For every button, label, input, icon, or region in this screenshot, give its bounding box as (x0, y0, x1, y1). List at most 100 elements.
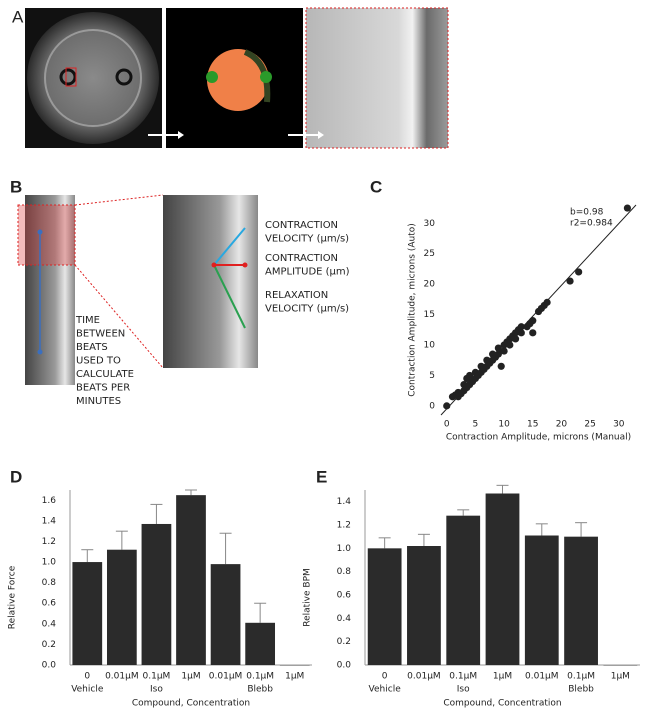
bar (141, 523, 172, 665)
bar (407, 546, 441, 665)
annotation: r2=0.984 (570, 219, 613, 229)
y-tick-label: 0 (429, 401, 435, 411)
post (59, 68, 77, 86)
panel-a (25, 7, 449, 149)
y-tick-label: 25 (424, 249, 435, 259)
dish (27, 12, 159, 144)
group-label: Blebb (568, 685, 594, 695)
y-axis-label: Relative BPM (303, 568, 313, 627)
y-tick-label: 1.4 (337, 497, 352, 507)
zoom-box (17, 204, 76, 266)
x-tick-label: 0.01µM (525, 672, 559, 682)
zoom-image (305, 7, 449, 149)
point (443, 402, 451, 410)
group-label: Iso (150, 685, 163, 695)
bar (564, 536, 598, 665)
dish-ring (44, 29, 142, 127)
x-tick-label: 0 (84, 672, 90, 682)
annotation: BETWEEN (76, 329, 125, 340)
x-tick-label: 0.1µM (567, 672, 595, 682)
x-tick-label: 25 (584, 420, 595, 430)
point (517, 329, 525, 337)
group-label: Iso (457, 685, 470, 695)
point (211, 262, 217, 268)
point (500, 347, 508, 355)
bar (279, 665, 310, 666)
point (543, 298, 551, 306)
contraction-line (213, 227, 246, 266)
x-axis-label: Compound, Concentration (132, 699, 250, 709)
x-tick-label: 5 (473, 420, 479, 430)
x-tick-label: 20 (556, 420, 568, 430)
arrow-head (178, 131, 184, 139)
point (497, 362, 505, 370)
point (566, 277, 574, 285)
bar (367, 548, 402, 665)
y-axis-label: Relative Force (8, 565, 18, 629)
y-tick-label: 1.2 (337, 521, 351, 531)
point (506, 341, 514, 349)
panel-label: A (12, 7, 24, 26)
bar (485, 493, 520, 665)
point (517, 323, 525, 331)
panel-label: D (10, 467, 22, 486)
x-tick-label: 0.1µM (143, 672, 171, 682)
tissue-mask (207, 49, 269, 111)
x-tick-label: 30 (613, 420, 625, 430)
y-tick-label: 0.2 (337, 637, 351, 647)
annotation: TIME (75, 315, 100, 326)
point (511, 335, 520, 343)
post-mask (206, 71, 218, 83)
y-tick-label: 0.0 (337, 661, 352, 671)
beat-point (37, 229, 43, 235)
y-tick-label: 5 (429, 371, 435, 381)
y-tick-label: 0.2 (42, 640, 56, 650)
point (623, 204, 631, 212)
y-tick-label: 20 (424, 280, 436, 290)
arrow-head (318, 131, 324, 139)
y-tick-label: 0.0 (42, 661, 57, 671)
y-tick-label: 0.8 (42, 578, 57, 588)
y-tick-label: 0.6 (337, 591, 352, 601)
y-tick-label: 0.4 (337, 614, 352, 624)
annotation: b=0.98 (570, 208, 604, 218)
bar (524, 535, 559, 665)
x-tick-label: 0 (382, 672, 388, 682)
x-tick-label: 0.01µM (407, 672, 441, 682)
x-axis-label: Contraction Amplitude, microns (Manual) (446, 433, 631, 443)
group-label: Blebb (247, 685, 273, 695)
point (529, 317, 537, 325)
post (115, 68, 133, 86)
point (494, 350, 502, 358)
kymograph-zoom (163, 195, 258, 368)
x-tick-label: 0 (444, 420, 450, 430)
point (529, 329, 537, 337)
annotation: BEATS PER (76, 383, 130, 394)
mask-edge (243, 49, 271, 103)
y-tick-label: 15 (424, 310, 435, 320)
panel-label: C (370, 177, 382, 196)
y-tick-label: 0.6 (42, 599, 57, 609)
y-axis-label: Contraction Amplitude, microns (Auto) (408, 223, 418, 397)
annotation: MINUTES (76, 396, 121, 407)
point (466, 371, 474, 380)
y-tick-label: 1.2 (42, 537, 56, 547)
annotation: CONTRACTION (265, 253, 338, 264)
x-tick-label: 0.1µM (246, 672, 274, 682)
annotation: VELOCITY (µm/s) (265, 234, 349, 245)
y-tick-label: 30 (424, 219, 436, 229)
annotation: CALCULATE (76, 369, 134, 380)
y-tick-label: 1.6 (42, 496, 57, 506)
y-tick-label: 0.8 (337, 567, 352, 577)
annotation: USED TO (76, 356, 121, 367)
x-tick-label: 0.01µM (209, 672, 243, 682)
point (575, 268, 583, 276)
bar (446, 515, 481, 665)
relaxation-line (213, 264, 246, 329)
annotation: AMPLITUDE (µm) (265, 267, 350, 278)
bar (176, 495, 206, 665)
annotation: RELAXATION (265, 290, 328, 301)
annotation: CONTRACTION (265, 220, 338, 231)
group-label: Vehicle (71, 685, 104, 695)
point (242, 262, 248, 268)
